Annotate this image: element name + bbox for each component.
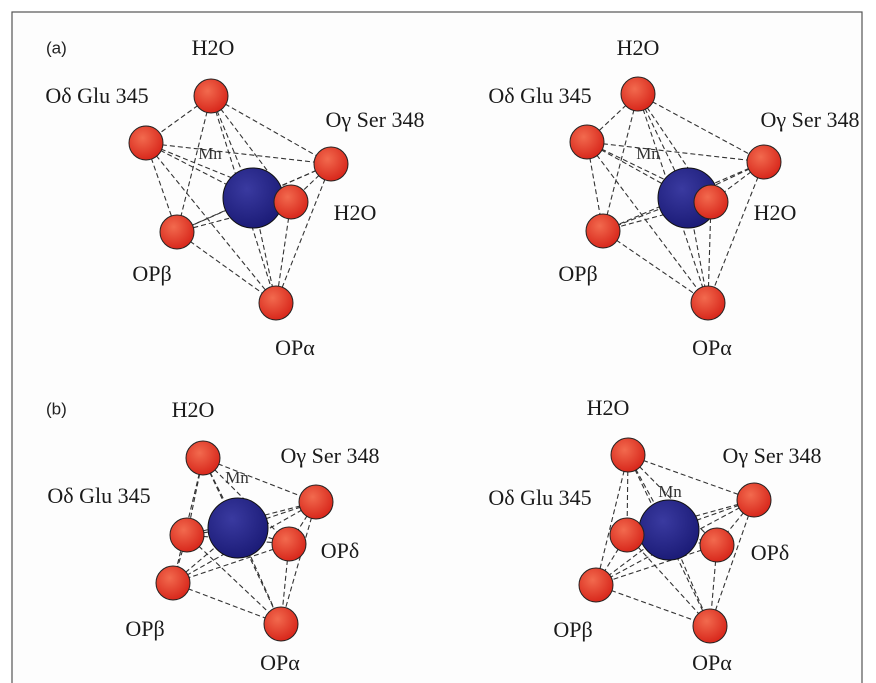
atom-label: OPα [260, 650, 300, 675]
oxygen-atom [299, 485, 333, 519]
atom-label: H2O [192, 35, 235, 60]
atom-label: Oγ Ser 348 [723, 443, 822, 468]
metal-label: Mn [198, 144, 222, 163]
atom-label: OPβ [553, 617, 592, 642]
oxygen-atom [579, 568, 613, 602]
atom-label: OPδ [751, 540, 790, 565]
oxygen-atom [259, 286, 293, 320]
oxygen-atom [694, 185, 728, 219]
panel-label: (b) [46, 399, 67, 418]
atom-label: Oδ Glu 345 [488, 485, 591, 510]
oxygen-atom [156, 566, 190, 600]
atom-label: H2O [754, 200, 797, 225]
oxygen-atom [170, 518, 204, 552]
oxygen-atom [129, 126, 163, 160]
atom-label: Oγ Ser 348 [761, 107, 860, 132]
oxygen-atom [621, 77, 655, 111]
atom-label: OPβ [125, 616, 164, 641]
atom-label: Oδ Glu 345 [47, 483, 150, 508]
atom-label: Oδ Glu 345 [488, 83, 591, 108]
oxygen-atom [194, 79, 228, 113]
oxygen-atom [610, 518, 644, 552]
atom-label: OPδ [321, 538, 360, 563]
atom-label: H2O [617, 35, 660, 60]
atom-label: Oγ Ser 348 [326, 107, 425, 132]
oxygen-atom [586, 214, 620, 248]
oxygen-atom [691, 286, 725, 320]
oxygen-atom [700, 528, 734, 562]
oxygen-atom [272, 527, 306, 561]
oxygen-atom [570, 125, 604, 159]
atom-label: OPα [275, 335, 315, 360]
atom-label: Oδ Glu 345 [45, 83, 148, 108]
oxygen-atom [747, 145, 781, 179]
atom-label: Oγ Ser 348 [281, 443, 380, 468]
oxygen-atom [264, 607, 298, 641]
oxygen-atom [314, 147, 348, 181]
metal-label: Mn [225, 468, 249, 487]
oxygen-atom [186, 441, 220, 475]
atom-label: OPα [692, 335, 732, 360]
metal-label: Mn [658, 482, 682, 501]
atom-label: H2O [172, 397, 215, 422]
panel-label: (a) [46, 38, 67, 57]
metal-label: Mn [636, 144, 660, 163]
atom-label: OPβ [558, 261, 597, 286]
atom-label: H2O [587, 395, 630, 420]
oxygen-atom [693, 609, 727, 643]
oxygen-atom [737, 483, 771, 517]
atom-label: OPα [692, 650, 732, 675]
atom-label: H2O [334, 200, 377, 225]
mn-atom [639, 500, 699, 560]
mn-atom [208, 498, 268, 558]
figure: (a) H2O Oδ Glu 345 Oγ Ser 348 Mn H2O OPβ OPα H2O… [0, 0, 876, 683]
oxygen-atom [611, 438, 645, 472]
oxygen-atom [274, 185, 308, 219]
oxygen-atom [160, 215, 194, 249]
frame [12, 12, 862, 683]
atom-label: OPβ [132, 261, 171, 286]
